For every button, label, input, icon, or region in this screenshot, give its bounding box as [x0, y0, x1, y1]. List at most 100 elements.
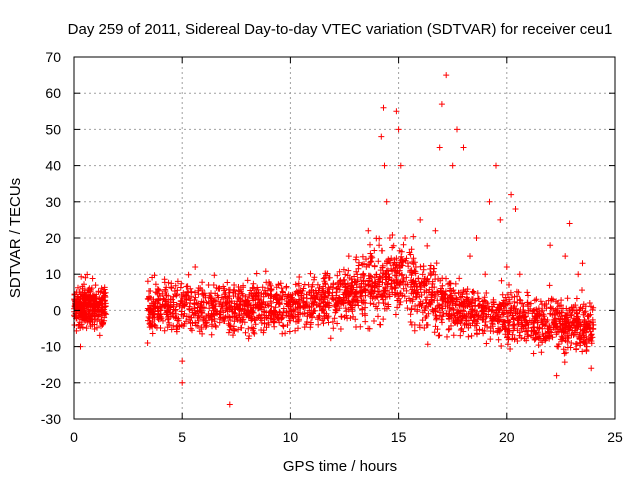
data-point — [525, 307, 532, 314]
data-point — [412, 264, 419, 270]
data-point — [516, 271, 523, 278]
y-axis-label: SDTVAR / TECUs — [7, 178, 24, 298]
data-point — [521, 314, 528, 321]
data-point — [166, 321, 173, 328]
data-point — [97, 318, 103, 325]
y-tick-label: -30 — [41, 411, 61, 427]
data-point — [503, 264, 510, 270]
data-point — [391, 256, 398, 263]
data-point — [482, 271, 489, 278]
data-point — [319, 285, 326, 292]
data-point — [276, 300, 283, 307]
data-point — [428, 271, 435, 278]
data-point — [265, 321, 272, 328]
y-tick-label: 50 — [45, 121, 61, 137]
data-point — [486, 198, 493, 205]
data-point — [365, 227, 372, 234]
x-tick-label: 5 — [178, 429, 186, 445]
data-point — [438, 101, 445, 108]
data-point — [566, 220, 573, 227]
data-point — [90, 300, 97, 307]
data-point — [183, 296, 190, 303]
data-point — [200, 292, 207, 299]
data-point — [226, 401, 233, 408]
data-point — [443, 72, 450, 79]
data-point — [386, 235, 393, 241]
data-point — [454, 126, 460, 133]
data-point — [397, 162, 404, 169]
y-tick-label: -20 — [41, 375, 61, 391]
data-point — [211, 318, 218, 325]
y-tick-label: 30 — [45, 194, 61, 210]
data-point — [557, 336, 564, 343]
data-point — [473, 235, 480, 241]
x-tick-label: 0 — [70, 429, 78, 445]
y-tick-label: 20 — [45, 230, 61, 246]
data-point — [330, 296, 337, 303]
data-point — [395, 126, 402, 133]
data-point — [402, 235, 409, 241]
data-point — [345, 253, 352, 260]
data-point — [341, 289, 348, 296]
y-tick-label: 60 — [45, 85, 61, 101]
data-point — [244, 307, 251, 314]
data-point — [417, 216, 424, 223]
data-point — [575, 271, 582, 278]
data-point — [161, 296, 168, 303]
data-point — [393, 108, 400, 115]
chart-title: Day 259 of 2011, Sidereal Day-to-day VTE… — [68, 21, 613, 38]
data-point — [196, 307, 203, 314]
data-point — [358, 292, 365, 299]
data-point — [421, 278, 428, 285]
scatter-series — [71, 72, 597, 408]
data-point — [436, 144, 443, 151]
data-point — [562, 253, 569, 260]
data-point — [378, 133, 385, 140]
data-point — [287, 303, 294, 310]
data-point — [579, 260, 586, 267]
data-point — [467, 253, 473, 260]
data-point — [157, 307, 164, 314]
data-point — [449, 162, 456, 169]
x-axis-label: GPS time / hours — [283, 458, 397, 475]
data-point — [144, 340, 151, 346]
data-point — [78, 314, 85, 321]
data-point — [192, 264, 199, 270]
data-point — [86, 318, 93, 325]
x-tick-labels: 0 5 10 15 20 25 — [70, 429, 623, 445]
x-tick-label: 15 — [391, 429, 407, 445]
data-point — [179, 379, 186, 386]
x-tick-label: 10 — [283, 429, 299, 445]
data-point — [187, 314, 194, 321]
data-point — [254, 296, 261, 303]
data-point — [81, 292, 88, 299]
plot-frame — [73, 56, 616, 420]
data-point — [588, 365, 595, 372]
data-point — [170, 303, 177, 310]
data-point — [298, 292, 305, 299]
data-point — [568, 321, 575, 328]
data-point — [352, 278, 359, 285]
data-point — [383, 198, 390, 205]
grid — [74, 57, 615, 419]
data-point — [94, 307, 101, 314]
data-point — [371, 274, 378, 281]
y-tick-label: -10 — [41, 339, 61, 355]
data-point — [99, 311, 106, 317]
data-point — [480, 307, 486, 314]
data-point — [380, 104, 387, 111]
data-point — [222, 300, 229, 307]
data-point — [376, 242, 383, 249]
data-point — [590, 321, 597, 328]
y-tick-label: 0 — [53, 302, 61, 318]
data-point — [512, 206, 519, 212]
data-point — [79, 285, 86, 292]
data-point — [432, 227, 439, 234]
data-point — [536, 325, 543, 332]
point-cloud — [71, 232, 597, 366]
data-point — [497, 216, 504, 223]
data-point — [583, 343, 590, 350]
y-tick-label: 10 — [45, 266, 61, 282]
